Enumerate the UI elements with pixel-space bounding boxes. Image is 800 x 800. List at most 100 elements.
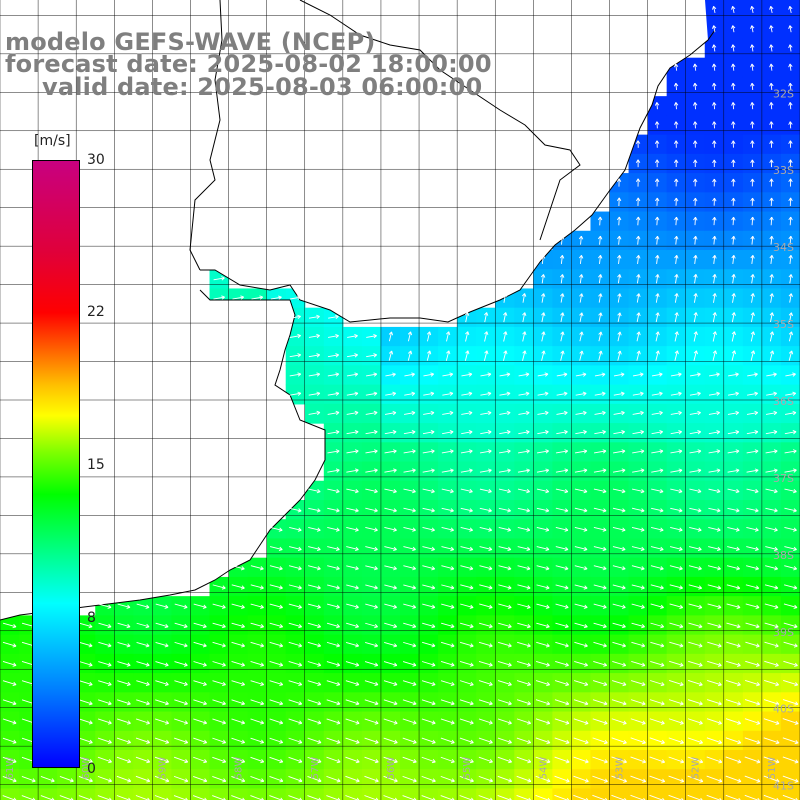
wind-arrow [288,737,303,744]
wind-arrow [746,526,759,532]
wind-arrow [631,660,646,667]
wind-arrow [2,718,17,725]
wind-arrow [727,546,740,552]
wind-arrow [517,526,531,532]
wind-arrow [769,63,774,71]
wind-arrow [651,449,664,454]
wind-arrow [693,293,698,303]
wind-arrow [212,775,227,783]
wind-cell [304,788,325,800]
wind-arrow [327,391,340,396]
wind-arrow [574,565,588,571]
wind-arrow [631,546,645,552]
wind-arrow [693,140,698,148]
wind-arrow [750,197,755,206]
wind-arrow [288,603,302,609]
wind-arrow [327,449,340,454]
valid-date: valid date: 2025-08-03 06:00:00 [42,73,483,101]
wind-arrow [731,312,736,323]
wind-arrow [788,216,793,226]
wind-arrow [459,756,474,764]
wind-arrow [708,526,721,532]
wind-arrow [574,641,588,648]
wind-arrow [650,546,664,552]
wind-arrow [441,449,454,454]
wind-arrow [788,44,793,52]
wind-arrow [308,565,321,571]
wind-arrow [617,293,622,303]
wind-arrow [522,350,527,361]
wind-arrow [611,680,627,687]
wind-arrow [289,507,302,513]
wind-arrow [726,641,741,648]
wind-arrow [326,661,341,667]
wind-arrow [537,391,549,396]
wind-arrow [745,584,760,590]
wind-arrow [521,293,527,303]
wind-arrow [460,507,473,513]
wind-arrow [2,699,17,706]
wind-arrow [2,661,17,667]
wind-arrow [727,507,740,513]
wind-arrow [384,584,397,590]
wind-cell [552,788,573,800]
wind-arrow [461,372,473,377]
wind-arrow [365,526,378,532]
wind-arrow [383,680,398,686]
wind-arrow [750,25,755,33]
wind-arrow [422,430,435,435]
wind-arrow [731,25,736,33]
wind-arrow [498,622,512,629]
wind-arrow [593,661,608,667]
wind-arrow [307,699,322,706]
wind-arrow [636,274,641,284]
wind-arrow [594,391,606,396]
wind-arrow [712,350,718,361]
wind-arrow [613,410,625,416]
wind-arrow [404,391,416,396]
wind-arrow [769,140,774,148]
wind-arrow [365,603,378,609]
wind-arrow [537,372,549,377]
wind-arrow [503,331,508,342]
wind-arrow [708,449,721,454]
wind-arrow [365,622,378,629]
wind-arrow [693,121,698,129]
wind-arrow [784,546,797,552]
wind-arrow [289,295,301,300]
wind-arrow [593,449,607,454]
wind-arrow [460,449,473,454]
wind-arrow [327,584,340,590]
wind-arrow [461,410,473,416]
wind-arrow [769,5,774,14]
wind-arrow [422,449,435,454]
wind-cell [438,788,458,800]
wind-arrow [497,680,512,687]
wind-arrow [708,507,721,513]
wind-arrow [612,546,626,552]
wind-arrow [441,622,455,629]
wind-arrow [174,661,188,667]
wind-arrow [460,603,474,609]
wind-arrow [593,565,607,571]
wind-arrow [674,274,679,284]
wind-arrow [687,699,703,706]
wind-arrow [21,776,36,783]
wind-arrow [784,507,797,513]
wind-arrow [669,546,683,552]
lon-label-61W: 61W [5,757,16,780]
wind-arrow [769,216,774,226]
wind-arrow [673,102,679,110]
wind-arrow [478,680,493,687]
wind-arrow [785,391,797,396]
wind-arrow [668,737,684,745]
wind-arrow [788,331,794,342]
wind-arrow [250,661,265,667]
wind-arrow [750,102,755,110]
wind-arrow [517,603,531,609]
wind-arrow [308,333,320,339]
wind-arrow [422,546,435,552]
wind-arrow [404,372,415,377]
wind-arrow [693,178,698,187]
wind-cell [400,788,420,800]
